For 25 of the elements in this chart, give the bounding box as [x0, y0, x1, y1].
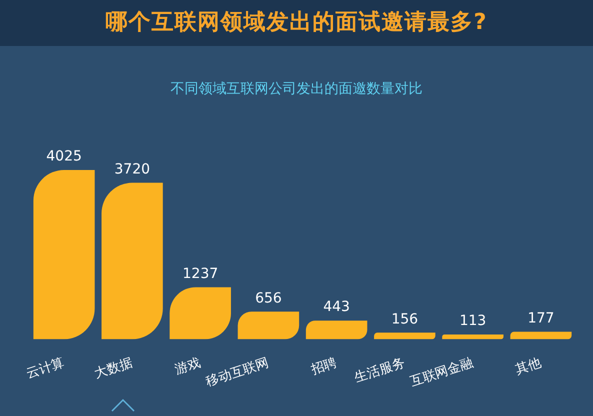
- data-label: 3720: [114, 161, 150, 178]
- x-tick-label: 云计算: [24, 355, 66, 382]
- data-label: 113: [459, 313, 486, 330]
- bar: [33, 170, 95, 340]
- x-tick-label: 移动互联网: [204, 355, 271, 390]
- x-tick-label: 生活服务: [352, 355, 407, 386]
- chart-subtitle: 不同领域互联网公司发出的面邀数量对比: [170, 80, 424, 98]
- bar: [102, 182, 163, 340]
- bar: [442, 334, 504, 340]
- bar: [238, 312, 300, 340]
- bar: [374, 332, 436, 340]
- bar: [510, 332, 572, 340]
- data-label: 1237: [182, 266, 218, 282]
- x-tick-label: 其他: [514, 355, 544, 378]
- data-label: 443: [323, 299, 350, 316]
- chart-title: 哪个互联网领域发出的面试邀请最多?: [0, 0, 593, 46]
- x-tick-label: 招聘: [308, 355, 339, 378]
- data-label: 656: [255, 290, 282, 306]
- bar: [306, 320, 368, 340]
- data-label: 4025: [46, 148, 82, 165]
- x-tick-label: 大数据: [92, 355, 134, 382]
- data-label: 156: [391, 311, 418, 328]
- data-label: 177: [528, 310, 554, 326]
- x-tick-label: 游戏: [173, 355, 203, 378]
- x-tick-label: 互联网金融: [408, 355, 476, 390]
